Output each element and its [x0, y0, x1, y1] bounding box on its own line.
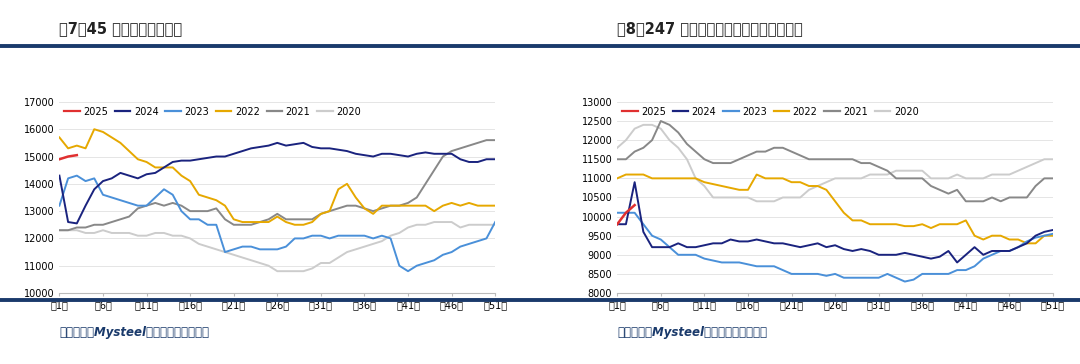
Legend: 2025, 2024, 2023, 2022, 2021, 2020: 2025, 2024, 2023, 2022, 2021, 2020 [622, 107, 919, 117]
Text: 图8：247 家钢厂进口铁矿石库存（万吨）: 图8：247 家钢厂进口铁矿石库存（万吨） [617, 21, 802, 36]
Text: 数据来源：Mysteel，中信建投期货绘制: 数据来源：Mysteel，中信建投期货绘制 [59, 325, 210, 339]
Text: 数据来源：Mysteel，中信建投期货绘制: 数据来源：Mysteel，中信建投期货绘制 [617, 325, 767, 339]
Text: 图7：45 港口库存（万吨）: 图7：45 港口库存（万吨） [59, 21, 183, 36]
Legend: 2025, 2024, 2023, 2022, 2021, 2020: 2025, 2024, 2023, 2022, 2021, 2020 [65, 107, 361, 117]
